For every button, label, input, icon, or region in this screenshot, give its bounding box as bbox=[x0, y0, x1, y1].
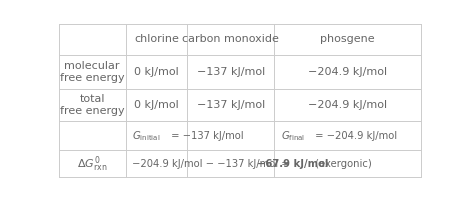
Text: chlorine: chlorine bbox=[134, 34, 179, 44]
Text: −67.9 kJ/mol: −67.9 kJ/mol bbox=[257, 159, 328, 169]
Text: $G_{\mathrm{final}}$: $G_{\mathrm{final}}$ bbox=[281, 129, 305, 143]
Text: phosgene: phosgene bbox=[321, 34, 375, 44]
Text: −204.9 kJ/mol − −137 kJ/mol =: −204.9 kJ/mol − −137 kJ/mol = bbox=[132, 159, 293, 169]
Text: = −137 kJ/mol: = −137 kJ/mol bbox=[168, 131, 244, 141]
Text: 0 kJ/mol: 0 kJ/mol bbox=[134, 67, 179, 77]
Text: −204.9 kJ/mol: −204.9 kJ/mol bbox=[308, 100, 388, 110]
Text: = −204.9 kJ/mol: = −204.9 kJ/mol bbox=[312, 131, 397, 141]
Text: total
free energy: total free energy bbox=[60, 94, 124, 116]
Text: (exergonic): (exergonic) bbox=[312, 159, 372, 169]
Text: $G_{\mathrm{initial}}$: $G_{\mathrm{initial}}$ bbox=[132, 129, 161, 143]
Text: $\Delta G^0_{\mathrm{rxn}}$: $\Delta G^0_{\mathrm{rxn}}$ bbox=[77, 154, 107, 174]
Text: 0 kJ/mol: 0 kJ/mol bbox=[134, 100, 179, 110]
Text: −137 kJ/mol: −137 kJ/mol bbox=[197, 67, 265, 77]
Text: molecular
free energy: molecular free energy bbox=[60, 61, 124, 83]
Text: −137 kJ/mol: −137 kJ/mol bbox=[197, 100, 265, 110]
Text: −204.9 kJ/mol: −204.9 kJ/mol bbox=[308, 67, 388, 77]
Text: carbon monoxide: carbon monoxide bbox=[183, 34, 279, 44]
